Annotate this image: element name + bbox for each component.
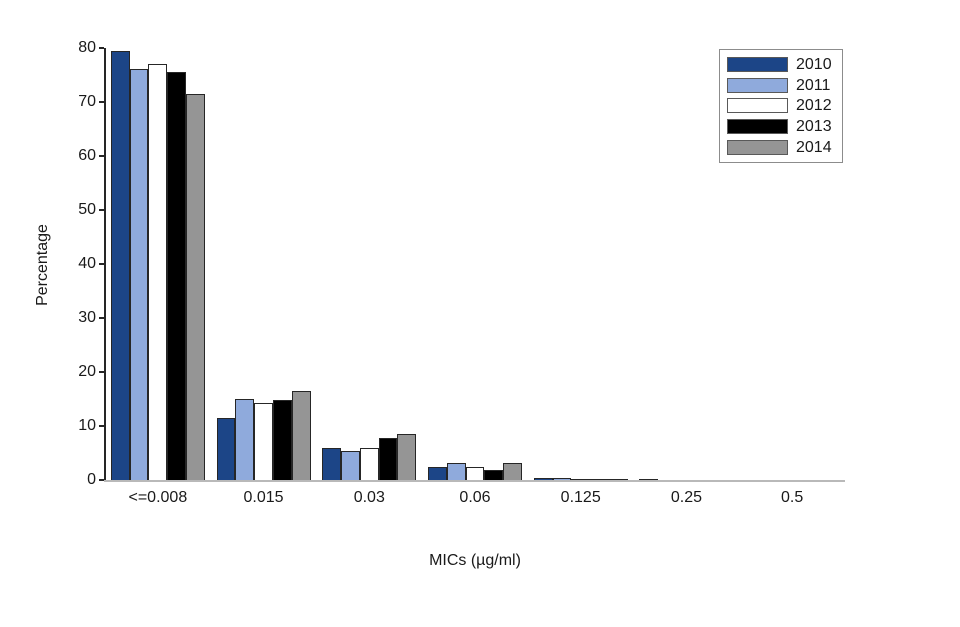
y-tick-label: 30 xyxy=(78,309,96,326)
y-tick-mark xyxy=(99,101,104,103)
y-tick-label: 60 xyxy=(78,147,96,164)
y-tick-mark xyxy=(99,479,104,481)
x-tick-label: <=0.008 xyxy=(128,489,188,506)
y-tick-mark xyxy=(99,425,104,427)
y-tick-label: 80 xyxy=(78,39,96,56)
bar-2012 xyxy=(148,63,168,480)
bar-2013 xyxy=(590,478,609,480)
y-tick-mark xyxy=(99,371,104,373)
bar-2014 xyxy=(291,391,311,480)
bar-2012 xyxy=(359,448,379,480)
legend-swatch-2013 xyxy=(727,119,788,135)
bar-group xyxy=(211,48,317,480)
bar-2014 xyxy=(503,462,522,480)
legend-item-2014: 2014 xyxy=(720,139,842,156)
bar-2014 xyxy=(397,433,417,480)
y-tick-mark xyxy=(99,209,104,211)
bar-2013 xyxy=(378,437,398,480)
legend-swatch-2014 xyxy=(727,140,788,156)
y-tick-label: 0 xyxy=(87,471,96,488)
x-tick-label: 0.25 xyxy=(670,489,702,506)
bar-2010 xyxy=(533,477,553,480)
legend-item-2011: 2011 xyxy=(720,77,842,94)
y-tick-label: 10 xyxy=(78,417,96,434)
y-axis-line xyxy=(104,48,106,481)
x-tick-label: 0.125 xyxy=(560,489,601,506)
bar-group xyxy=(316,48,422,480)
y-tick-mark xyxy=(99,155,104,157)
bar-2012 xyxy=(571,478,591,480)
bar-2011 xyxy=(446,463,466,480)
bar-group xyxy=(528,48,634,480)
bar-2010 xyxy=(639,478,659,480)
x-tick-label: 0.5 xyxy=(781,489,804,506)
y-tick-label: 50 xyxy=(78,201,96,218)
x-tick-label: 0.03 xyxy=(353,489,385,506)
x-tick-label: 0.06 xyxy=(459,489,491,506)
bar-group xyxy=(422,48,528,480)
legend-item-2010: 2010 xyxy=(720,56,842,73)
bar-2012 xyxy=(465,466,485,480)
bar-2013 xyxy=(484,469,504,480)
bar-group xyxy=(634,48,740,480)
y-tick-mark xyxy=(99,317,104,319)
y-tick-mark xyxy=(99,47,104,49)
legend-item-2012: 2012 xyxy=(720,97,842,114)
y-tick-mark xyxy=(99,263,104,265)
bar-2011 xyxy=(552,477,572,480)
bar-2011 xyxy=(235,399,255,480)
x-axis-line xyxy=(104,480,845,482)
bar-2012 xyxy=(254,403,273,480)
plot-area xyxy=(105,48,845,480)
bar-2011 xyxy=(129,69,149,480)
bar-2014 xyxy=(186,93,205,480)
legend-label: 2014 xyxy=(796,139,832,157)
bar-2010 xyxy=(428,467,447,480)
bar-2010 xyxy=(216,417,236,480)
x-axis-title: MICs (µg/ml) xyxy=(429,552,521,569)
bar-2013 xyxy=(167,72,187,480)
legend-swatch-2010 xyxy=(727,56,788,72)
bar-group xyxy=(105,48,211,480)
legend-item-2013: 2013 xyxy=(720,118,842,135)
x-tick-label: 0.015 xyxy=(243,489,284,506)
bar-2014 xyxy=(608,478,628,480)
y-tick-label: 20 xyxy=(78,363,96,380)
bar-2011 xyxy=(341,450,360,480)
legend-swatch-2011 xyxy=(727,77,788,93)
legend-label: 2013 xyxy=(796,118,832,136)
legend: 2010 2011 2012 2013 2014 xyxy=(719,49,843,163)
bar-2013 xyxy=(272,400,292,480)
y-tick-label: 70 xyxy=(78,93,96,110)
bar-2010 xyxy=(322,447,342,480)
legend-label: 2010 xyxy=(796,55,832,73)
legend-label: 2011 xyxy=(796,76,831,94)
legend-label: 2012 xyxy=(796,97,832,115)
legend-swatch-2012 xyxy=(727,98,788,114)
y-tick-label: 40 xyxy=(78,255,96,272)
bar-2010 xyxy=(110,50,130,480)
